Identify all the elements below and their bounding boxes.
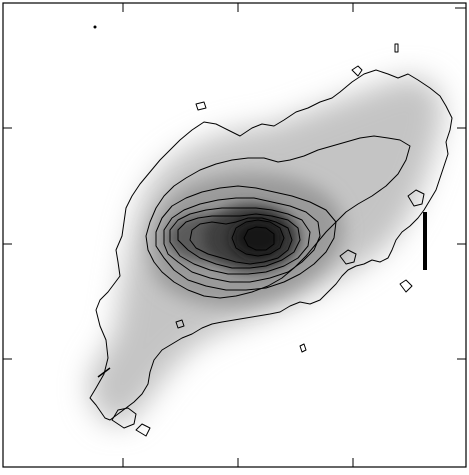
contour-island bbox=[407, 189, 425, 207]
contour-level-4 bbox=[163, 197, 321, 283]
contour-island bbox=[394, 43, 399, 53]
contour-island bbox=[399, 279, 413, 293]
greyscale-emission bbox=[88, 77, 443, 425]
contour-island bbox=[111, 407, 137, 429]
contour-island bbox=[175, 319, 185, 329]
contour-level-7 bbox=[189, 217, 293, 265]
contour-level-8 bbox=[231, 219, 285, 257]
axis-ticks bbox=[3, 3, 466, 467]
emission-nucleus bbox=[232, 218, 284, 258]
contour-island bbox=[351, 65, 363, 77]
contour-level-6 bbox=[177, 213, 301, 269]
contour-island bbox=[195, 101, 207, 111]
contour-island bbox=[299, 343, 307, 353]
contour-level-3 bbox=[155, 185, 337, 291]
noise-dot bbox=[93, 25, 97, 29]
contour-lines bbox=[89, 43, 453, 437]
contour-level-2 bbox=[145, 135, 411, 299]
contour-island bbox=[135, 423, 151, 437]
contour-level-9 bbox=[243, 226, 275, 251]
contour-island bbox=[339, 249, 357, 265]
plot-frame bbox=[2, 2, 467, 468]
contour-fragment bbox=[97, 367, 111, 378]
contour-level-1 bbox=[89, 69, 453, 421]
contour-level-5 bbox=[169, 207, 311, 275]
